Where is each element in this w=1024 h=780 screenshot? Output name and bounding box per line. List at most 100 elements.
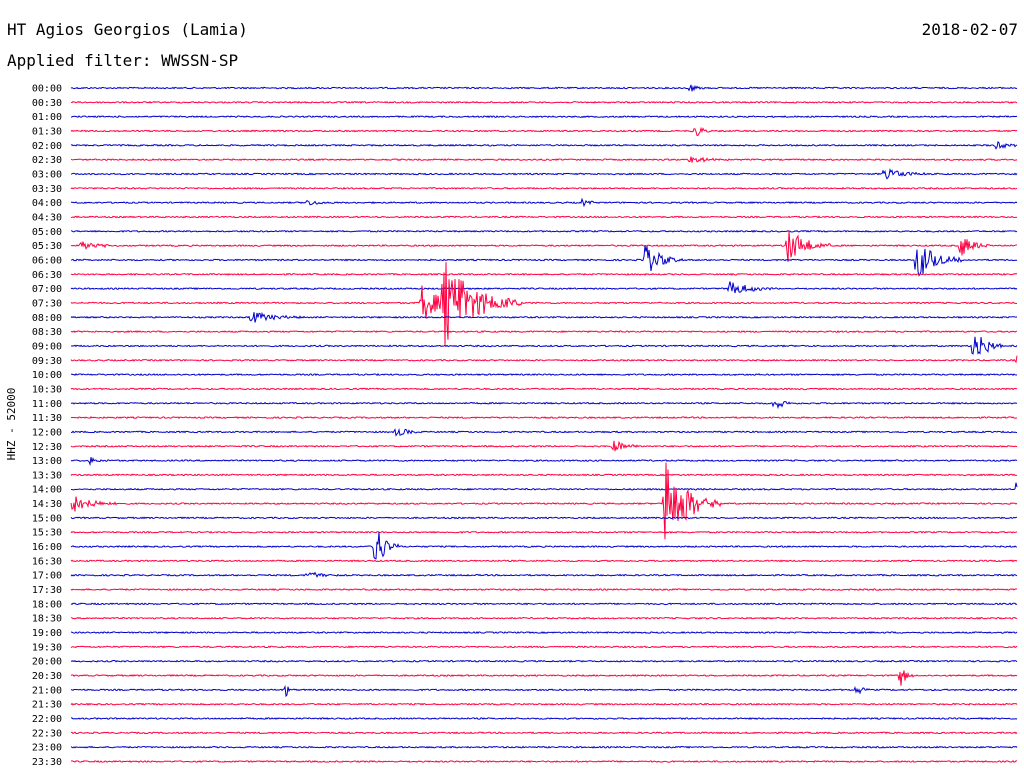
row-label: 06:00	[32, 255, 62, 266]
trace-line	[70, 336, 1018, 355]
trace-line	[70, 702, 1018, 706]
trace-line	[70, 156, 1018, 163]
row-label: 21:00	[32, 685, 62, 696]
filter-label: Applied filter: WWSSN-SP	[7, 51, 239, 70]
trace-line	[70, 532, 1018, 560]
trace-line	[70, 659, 1018, 663]
y-axis-label: HHZ - 52000	[5, 388, 18, 461]
row-label: 12:00	[32, 427, 62, 438]
row-label: 19:00	[32, 628, 62, 639]
trace-line	[70, 272, 1018, 276]
trace-line	[70, 281, 1018, 294]
trace-line	[70, 230, 1018, 262]
trace-line	[70, 262, 1018, 346]
trace-line	[70, 684, 1018, 698]
trace-line	[70, 530, 1018, 534]
trace-line	[70, 602, 1018, 606]
trace-line	[70, 457, 1018, 467]
row-label: 06:30	[32, 270, 62, 281]
trace-line	[70, 482, 1018, 491]
row-label: 14:00	[32, 485, 62, 496]
row-label: 08:30	[32, 327, 62, 338]
row-label: 11:00	[32, 399, 62, 410]
row-label: 01:00	[32, 112, 62, 123]
row-label: 22:00	[32, 714, 62, 725]
trace-line	[70, 462, 1018, 540]
trace-line	[70, 440, 1018, 452]
row-label: 13:00	[32, 456, 62, 467]
row-label: 16:30	[32, 556, 62, 567]
row-label: 20:30	[32, 671, 62, 682]
trace-line	[70, 427, 1018, 437]
trace-line	[70, 355, 1018, 364]
trace-line	[70, 197, 1018, 208]
trace-line	[70, 330, 1018, 334]
row-label: 09:00	[32, 341, 62, 352]
row-label: 00:00	[32, 84, 62, 95]
trace-line	[70, 126, 1018, 136]
row-label: 10:00	[32, 370, 62, 381]
trace-line	[70, 387, 1018, 391]
row-label: 02:00	[32, 141, 62, 152]
trace-line	[70, 631, 1018, 635]
trace-line	[70, 571, 1018, 578]
row-label: 15:00	[32, 513, 62, 524]
trace-line	[70, 559, 1018, 563]
trace-line	[70, 373, 1018, 377]
row-label: 22:30	[32, 728, 62, 739]
trace-line	[70, 760, 1018, 763]
trace-line	[70, 100, 1018, 104]
row-label: 23:30	[32, 757, 62, 768]
trace-line	[70, 416, 1018, 420]
row-label: 17:30	[32, 585, 62, 596]
row-label: 03:30	[32, 184, 62, 195]
row-label: 10:30	[32, 384, 62, 395]
trace-line	[70, 229, 1018, 233]
row-label: 08:00	[32, 313, 62, 324]
trace-line	[70, 168, 1018, 180]
row-label: 20:00	[32, 657, 62, 668]
trace-line	[70, 245, 1018, 277]
trace-line	[70, 84, 1018, 92]
row-label: 19:30	[32, 642, 62, 653]
row-label: 04:00	[32, 198, 62, 209]
row-label: 04:30	[32, 212, 62, 223]
trace-line	[70, 215, 1018, 219]
row-label: 05:30	[32, 241, 62, 252]
row-label: 02:30	[32, 155, 62, 166]
trace-line	[70, 473, 1018, 477]
trace-line	[70, 588, 1018, 592]
trace-line	[70, 745, 1018, 749]
row-label: 14:30	[32, 499, 62, 510]
row-label: 09:30	[32, 356, 62, 367]
row-label: 07:00	[32, 284, 62, 295]
trace-line	[70, 616, 1018, 620]
row-label: 05:00	[32, 227, 62, 238]
row-label: 03:00	[32, 169, 62, 180]
record-date: 2018-02-07	[921, 20, 1018, 39]
trace-line	[70, 645, 1018, 649]
trace-line	[70, 717, 1018, 721]
trace-line	[70, 516, 1018, 520]
trace-line	[70, 670, 1018, 686]
row-label: 11:30	[32, 413, 62, 424]
row-label: 00:30	[32, 98, 62, 109]
trace-line	[70, 401, 1018, 410]
row-label: 17:00	[32, 571, 62, 582]
row-label: 07:30	[32, 298, 62, 309]
row-label: 21:30	[32, 700, 62, 711]
row-label: 18:30	[32, 614, 62, 625]
station-title: HT Agios Georgios (Lamia)	[7, 20, 248, 39]
trace-line	[70, 115, 1018, 119]
row-label: 23:00	[32, 743, 62, 754]
trace-line	[70, 311, 1018, 323]
row-label: 01:30	[32, 126, 62, 137]
row-label: 13:30	[32, 470, 62, 481]
row-label: 12:30	[32, 442, 62, 453]
row-label: 18:00	[32, 599, 62, 610]
trace-line	[70, 141, 1018, 150]
trace-line	[70, 186, 1018, 190]
row-label: 15:30	[32, 528, 62, 539]
trace-line	[70, 731, 1018, 735]
